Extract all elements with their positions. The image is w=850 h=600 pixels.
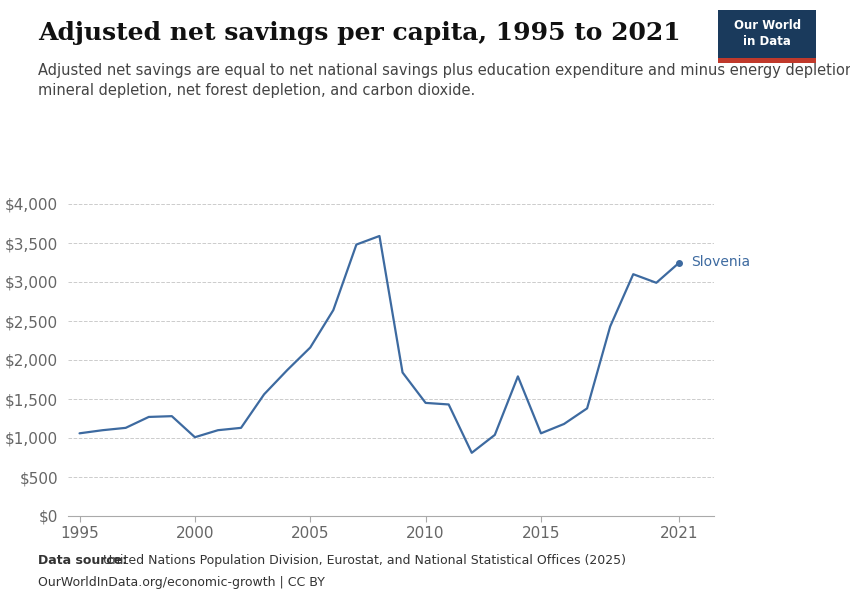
Text: Data source:: Data source: xyxy=(38,554,128,567)
Text: Adjusted net savings are equal to net national savings plus education expenditur: Adjusted net savings are equal to net na… xyxy=(38,63,850,98)
Text: United Nations Population Division, Eurostat, and National Statistical Offices (: United Nations Population Division, Euro… xyxy=(99,554,626,567)
Text: Adjusted net savings per capita, 1995 to 2021: Adjusted net savings per capita, 1995 to… xyxy=(38,21,681,45)
Text: Our World
in Data: Our World in Data xyxy=(734,19,801,48)
Text: Slovenia: Slovenia xyxy=(691,256,750,269)
Text: OurWorldInData.org/economic-growth | CC BY: OurWorldInData.org/economic-growth | CC … xyxy=(38,576,325,589)
